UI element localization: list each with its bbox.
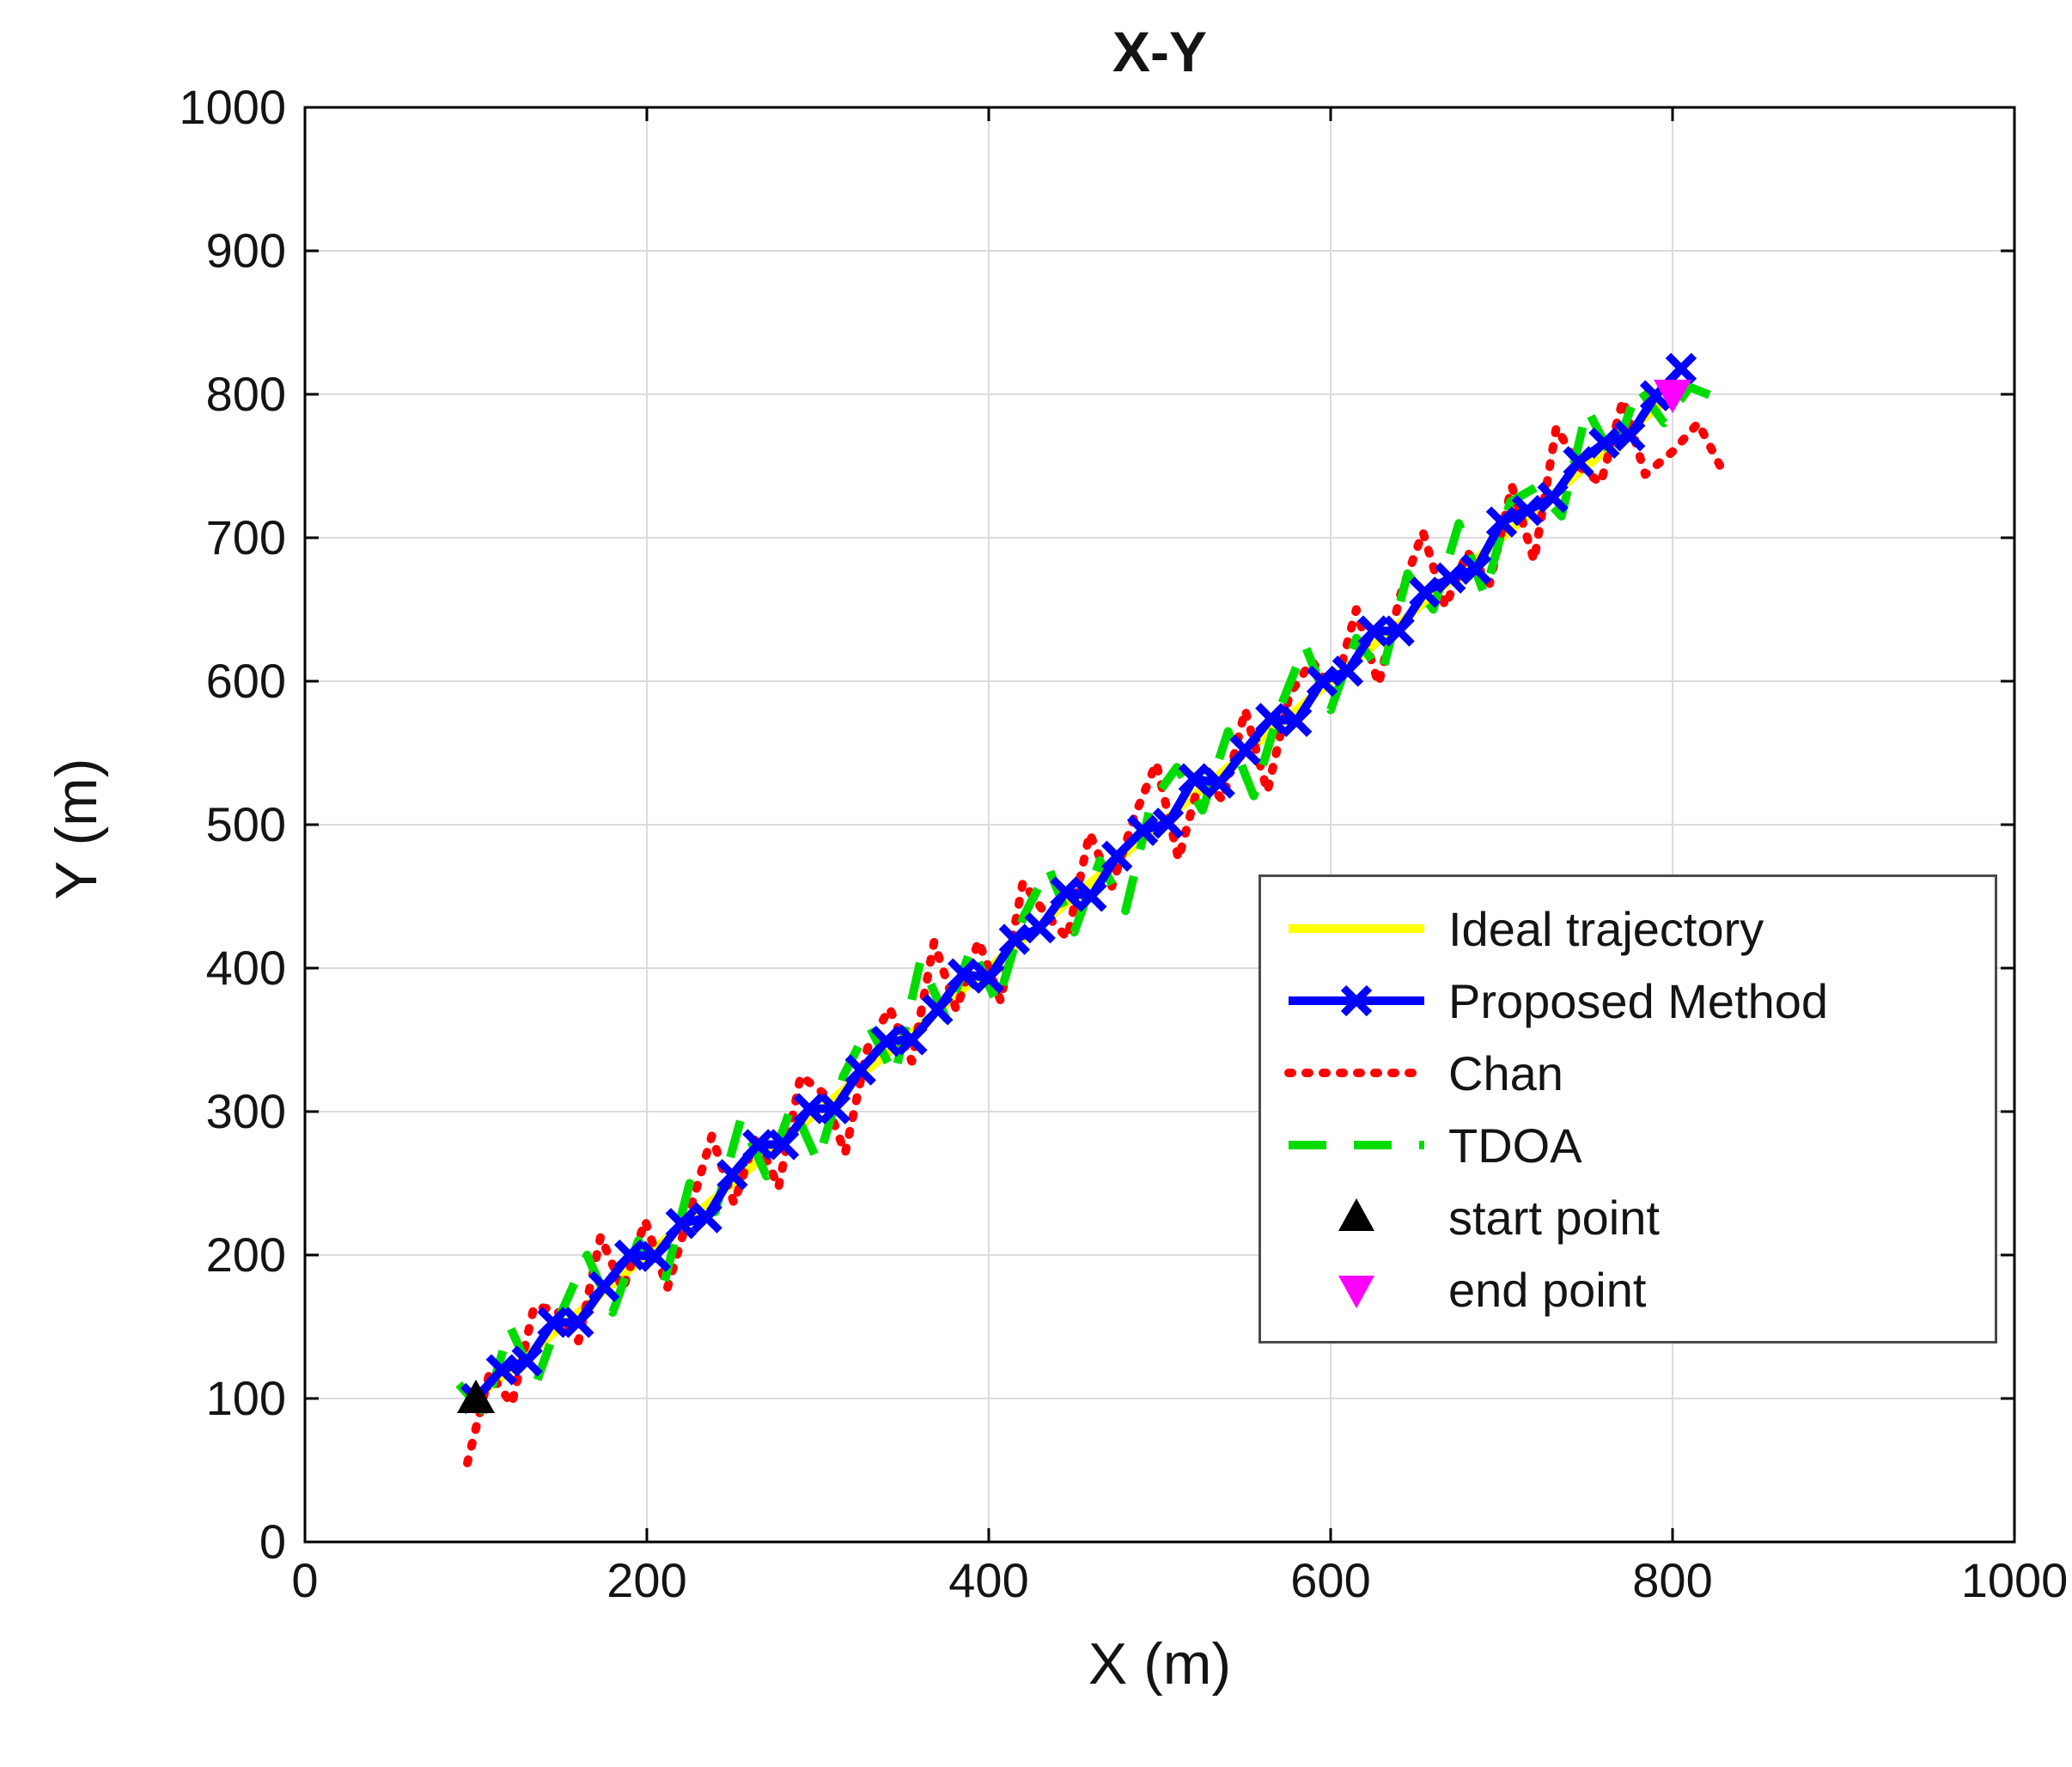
legend-sample-end-point-icon — [1338, 1276, 1374, 1308]
legend-item: Ideal trajectory — [1283, 893, 1995, 965]
legend-label: Ideal trajectory — [1448, 901, 1764, 956]
ticks: 0 200 400 600 800 1000 0 100 200 300 400 500 600 700 8… — [179, 80, 2068, 1607]
legend-sample-proposed-method-icon — [1289, 984, 1424, 1017]
legend-item: TDOA — [1283, 1109, 1995, 1181]
y-tick-label: 300 — [206, 1084, 286, 1138]
x-tick-label: 800 — [1632, 1553, 1712, 1607]
y-tick-label: 500 — [206, 797, 286, 851]
legend-label: Chan — [1448, 1045, 1563, 1100]
y-tick-label: 600 — [206, 654, 286, 708]
x-tick-label: 1000 — [1961, 1553, 2069, 1607]
x-tick-label: 200 — [606, 1553, 686, 1607]
y-tick-label: 900 — [206, 223, 286, 277]
x-tick-label: 600 — [1290, 1553, 1370, 1607]
x-tick-label: 400 — [948, 1553, 1028, 1607]
chart-title: X-Y — [1112, 20, 1208, 83]
y-tick-label: 400 — [206, 941, 286, 995]
legend-sample-ideal-trajectory-icon — [1289, 924, 1424, 933]
y-tick-label: 800 — [206, 367, 286, 421]
legend-sample-chan-icon — [1284, 1069, 1429, 1077]
y-tick-label: 100 — [206, 1371, 286, 1425]
legend-label: end point — [1448, 1262, 1647, 1317]
legend-item: start point — [1283, 1181, 1995, 1253]
y-tick-label: 700 — [206, 510, 286, 564]
legend-label: start point — [1448, 1190, 1660, 1245]
start-point-marker — [457, 1380, 495, 1413]
legend-sample-tdoa-icon — [1289, 1141, 1424, 1149]
y-tick-label: 1000 — [179, 80, 286, 134]
legend-item: end point — [1283, 1253, 1995, 1325]
legend-label: TDOA — [1448, 1118, 1582, 1173]
legend-sample-start-point-icon — [1338, 1198, 1374, 1231]
legend-label: Proposed Method — [1448, 973, 1829, 1028]
x-tick-label: 0 — [291, 1553, 318, 1607]
legend: Ideal trajectory Proposed Method Chan TDOA s… — [1258, 874, 1997, 1344]
end-point-marker — [1654, 380, 1691, 413]
legend-item: Proposed Method — [1283, 965, 1995, 1037]
y-tick-label: 200 — [206, 1228, 286, 1282]
legend-item: Chan — [1283, 1037, 1995, 1109]
y-tick-label: 0 — [259, 1514, 286, 1569]
x-axis-label: X (m) — [1088, 1631, 1232, 1697]
